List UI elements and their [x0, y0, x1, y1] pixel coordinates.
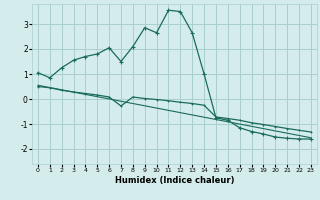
X-axis label: Humidex (Indice chaleur): Humidex (Indice chaleur) — [115, 176, 234, 185]
